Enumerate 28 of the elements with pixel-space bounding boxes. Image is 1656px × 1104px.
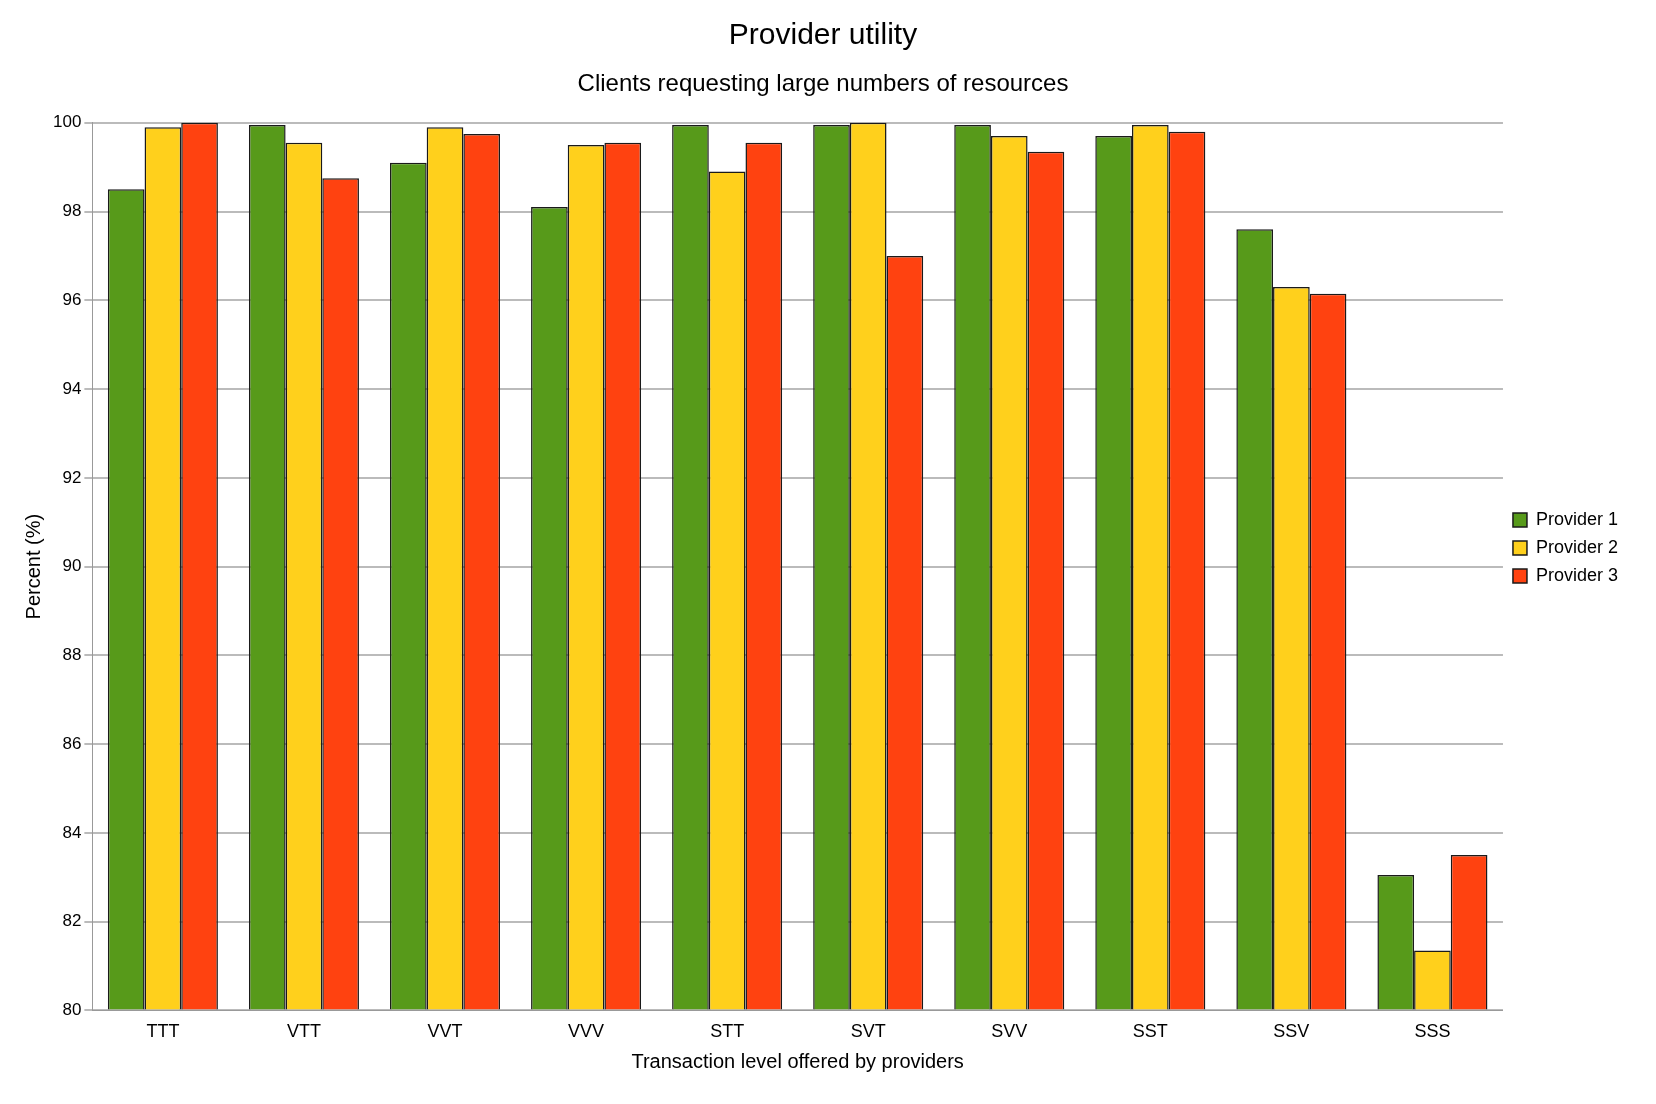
legend-label: Provider 3 bbox=[1535, 564, 1619, 585]
x-tick-label: VVT bbox=[427, 1021, 463, 1042]
y-tick-label: 90 bbox=[62, 556, 82, 576]
y-tick-label: 86 bbox=[62, 733, 82, 753]
legend-label: Provider 2 bbox=[1535, 536, 1619, 557]
chart-title: Provider utility bbox=[728, 17, 918, 51]
x-tick-label: VTT bbox=[286, 1021, 321, 1042]
y-tick-label: 94 bbox=[62, 378, 82, 398]
y-tick-label: 96 bbox=[62, 290, 82, 310]
x-tick-label: VVV bbox=[568, 1021, 605, 1042]
y-tick-label: 98 bbox=[62, 201, 82, 221]
x-axis-title: Transaction level offered by providers bbox=[631, 1049, 964, 1072]
y-tick-label: 84 bbox=[62, 822, 82, 842]
legend-label: Provider 1 bbox=[1535, 508, 1619, 529]
y-axis-title: Percent (%) bbox=[21, 513, 44, 620]
y-tick-label: 88 bbox=[62, 645, 82, 665]
y-tick-label: 100 bbox=[52, 112, 82, 132]
x-tick-label: SVT bbox=[850, 1021, 886, 1042]
chart-subtitle: Clients requesting large numbers of resources bbox=[577, 69, 1069, 97]
x-tick-label: SSS bbox=[1414, 1021, 1451, 1042]
x-tick-label: SST bbox=[1132, 1021, 1168, 1042]
x-tick-label: SSV bbox=[1273, 1021, 1310, 1042]
x-tick-label: TTT bbox=[146, 1021, 180, 1042]
y-tick-label: 92 bbox=[62, 467, 82, 487]
x-tick-label: STT bbox=[710, 1021, 745, 1042]
x-tick-label: SVV bbox=[991, 1021, 1028, 1042]
y-tick-label: 80 bbox=[62, 1000, 82, 1020]
y-tick-label: 82 bbox=[62, 911, 82, 931]
